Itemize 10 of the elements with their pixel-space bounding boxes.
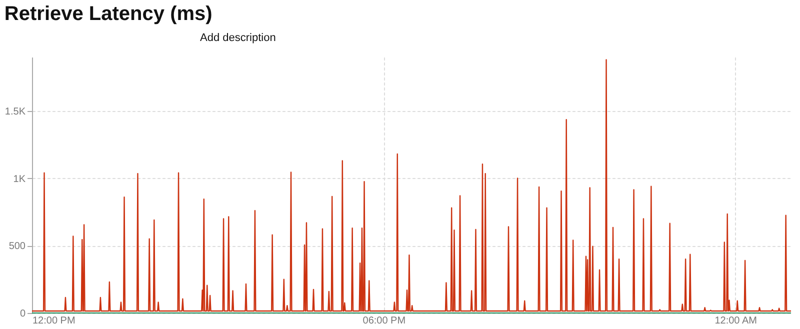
chart-title: Retrieve Latency (ms): [4, 3, 212, 25]
x-tick-label: 12:00 PM: [32, 316, 76, 326]
text: Add description: [200, 32, 276, 44]
y-tick-label: 0: [20, 308, 26, 320]
y-tick-label: 500: [8, 241, 26, 252]
y-tick-label: 1K: [13, 174, 26, 185]
y-tick-label: 1.5K: [4, 106, 26, 118]
line-series: [31, 59, 792, 312]
x-tick-label: 06:00 PM: [362, 316, 406, 326]
x-tick-label: 12:00 AM: [714, 316, 757, 326]
